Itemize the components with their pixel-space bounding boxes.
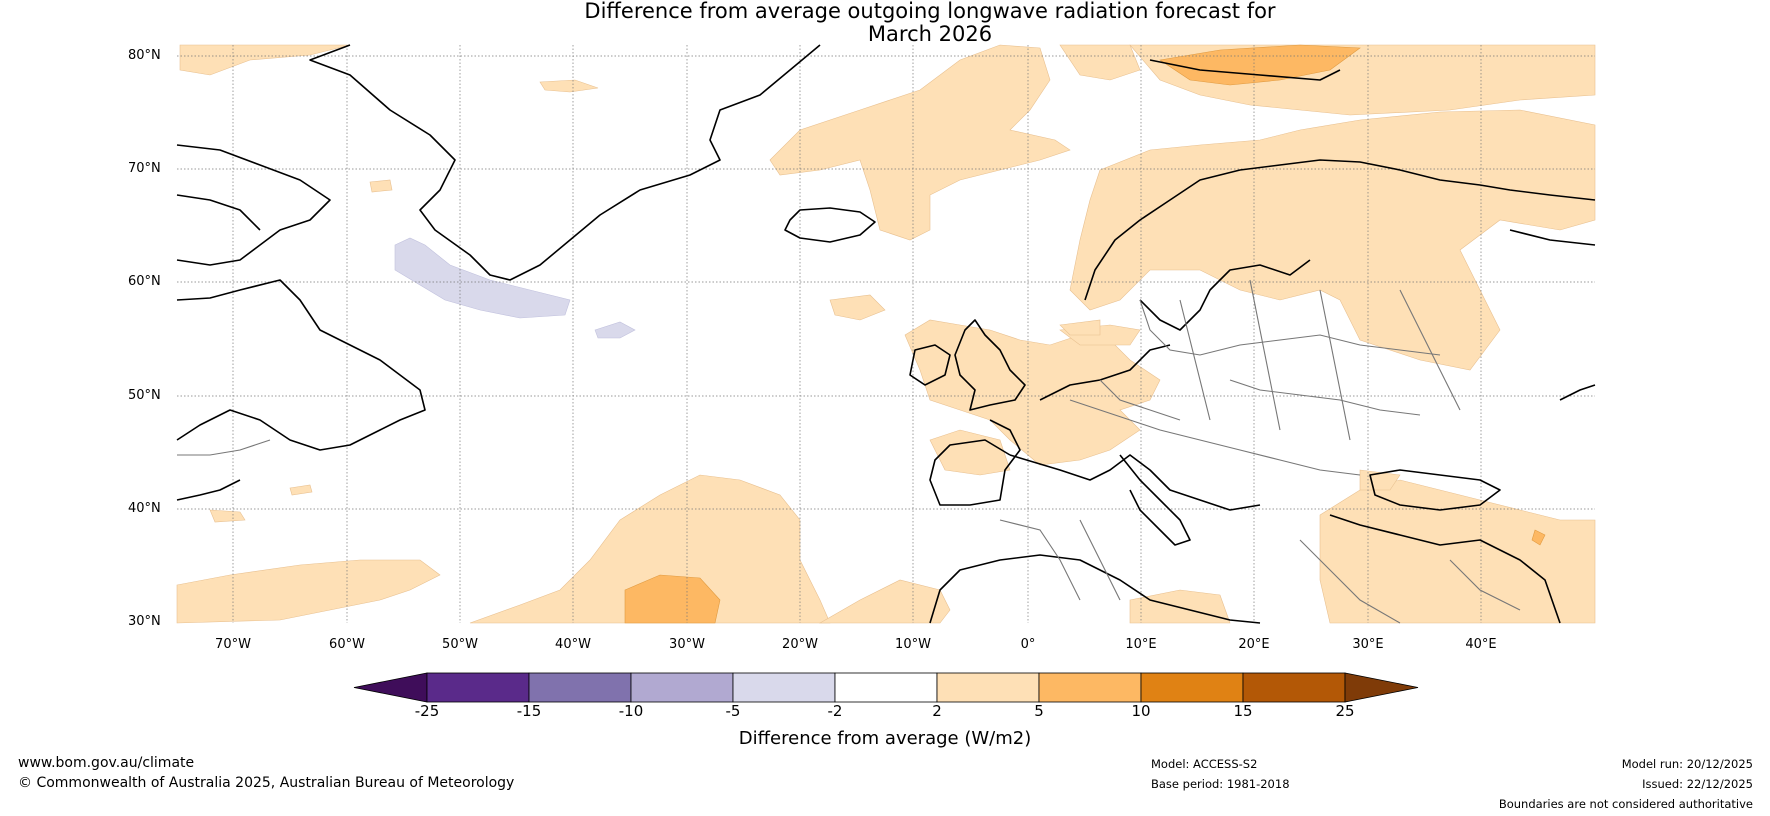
footer-issued: Issued: 22/12/2025: [1642, 777, 1753, 791]
coast-greenland: [309, 44, 821, 281]
coast-north-africa: [929, 554, 1261, 624]
colorbar-extend-low: [353, 672, 428, 703]
colorbar-bin: [630, 672, 734, 703]
lon-label-40w: 40°W: [555, 637, 591, 652]
lon-label-0: 0°: [1020, 637, 1036, 652]
coast-baffin: [176, 144, 331, 266]
lon-label-50w: 50°W: [442, 637, 478, 652]
colorbar-tick-label: -25: [414, 702, 440, 720]
coast-iceland: [784, 207, 876, 243]
anomaly-fill-light-purple: [394, 237, 636, 339]
lon-label-30e: 30°E: [1352, 637, 1384, 652]
colorbar-tick-label: 5: [1034, 702, 1044, 720]
coast-black-sea: [1369, 469, 1501, 511]
colorbar-bin: [426, 672, 530, 703]
footer-website: www.bom.gov.au/climate: [18, 755, 195, 771]
colorbar-tick-label: -5: [725, 702, 741, 720]
coast-scandinavia: [1084, 159, 1596, 301]
colorbar-tick-label: -2: [827, 702, 843, 720]
coast-italy: [1119, 454, 1191, 546]
coastlines: [176, 44, 1596, 624]
footer-model-run: Model run: 20/12/2025: [1621, 757, 1753, 771]
colorbar-title: Difference from average (W/m2): [738, 728, 1032, 749]
coast-ireland: [909, 344, 951, 386]
colorbar-bin: [732, 672, 836, 703]
lon-label-60w: 60°W: [329, 637, 365, 652]
lon-label-70w: 70°W: [215, 637, 251, 652]
lon-label-20e: 20°E: [1238, 637, 1270, 652]
lon-label-10w: 10°W: [895, 637, 931, 652]
footer-copyright: © Commonwealth of Australia 2025, Austra…: [18, 775, 515, 791]
lon-label-20w: 20°W: [782, 637, 818, 652]
colorbar-bin: [834, 672, 938, 703]
coast-labrador: [176, 279, 426, 451]
colorbar-bin: [528, 672, 632, 703]
colorbar-bin: [1242, 672, 1346, 703]
colorbar-tick-label: 10: [1131, 702, 1151, 720]
footer-model: Model: ACCESS-S2: [1151, 757, 1258, 771]
colorbar-tick-label: 2: [932, 702, 942, 720]
anomaly-fill-light-orange: [176, 44, 1596, 624]
lat-label-70n: 70°N: [128, 161, 161, 176]
title-line-2: March 2026: [867, 22, 993, 46]
lat-label-60n: 60°N: [128, 274, 161, 289]
lon-label-30w: 30°W: [669, 637, 705, 652]
colorbar: [353, 672, 1419, 703]
title-line-1: Difference from average outgoing longwav…: [584, 0, 1276, 23]
lat-label-50n: 50°N: [128, 388, 161, 403]
lon-label-40e: 40°E: [1465, 637, 1497, 652]
coast-europe: [929, 419, 1021, 506]
lat-label-40n: 40°N: [128, 501, 161, 516]
country-borders: [177, 279, 1521, 624]
coast-uk: [954, 319, 1026, 411]
colorbar-tick-label: -10: [618, 702, 644, 720]
colorbar-bin: [936, 672, 1040, 703]
colorbar-extend-high: [1344, 672, 1419, 703]
lon-label-10e: 10°E: [1125, 637, 1157, 652]
footer-base-period: Base period: 1981-2018: [1151, 777, 1290, 791]
colorbar-bin: [1140, 672, 1244, 703]
footer-disclaimer: Boundaries are not considered authoritat…: [1498, 797, 1753, 811]
colorbar-tick-label: 15: [1233, 702, 1253, 720]
lat-label-30n: 30°N: [128, 614, 161, 629]
colorbar-bin: [1038, 672, 1142, 703]
colorbar-tick-label: -15: [516, 702, 542, 720]
chart-title: Difference from average outgoing longwav…: [0, 0, 1770, 46]
colorbar-tick-label: 25: [1335, 702, 1355, 720]
anomaly-fill-mid-orange: [624, 44, 1546, 624]
lat-label-80n: 80°N: [128, 48, 161, 63]
